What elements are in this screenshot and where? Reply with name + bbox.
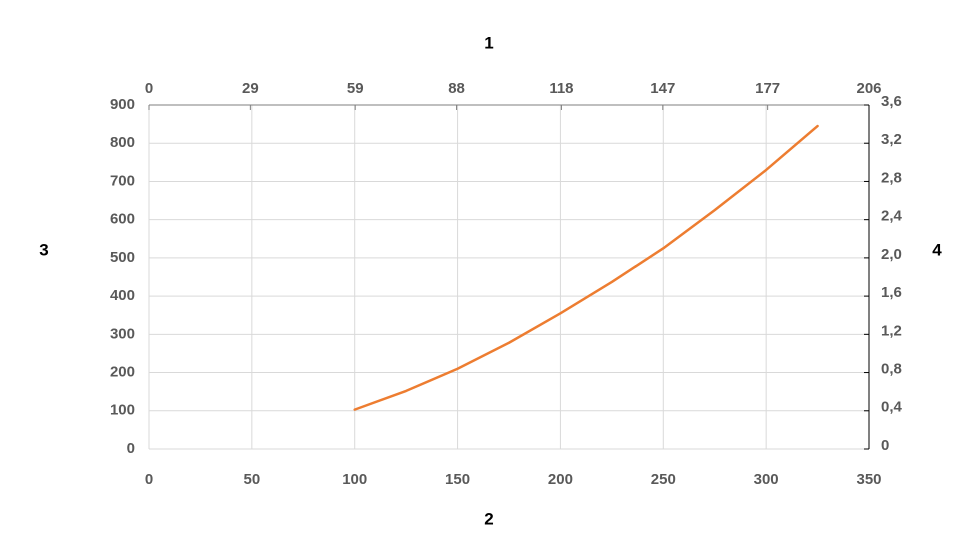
- x2-tick-label: 29: [242, 80, 259, 97]
- y-tick-label: 0: [127, 440, 135, 457]
- y-tick-label: 600: [110, 211, 135, 228]
- x2-tick-label: 206: [856, 80, 881, 97]
- x2-tick-label: 88: [448, 80, 465, 97]
- y-tick-label: 300: [110, 325, 135, 342]
- x-tick-label: 0: [145, 471, 153, 488]
- y-tick-label: 900: [110, 96, 135, 113]
- y2-tick-label: 3,2: [881, 131, 902, 148]
- left-axis-title: 3: [39, 240, 48, 259]
- y-tick-label: 500: [110, 249, 135, 266]
- x-tick-label: 250: [651, 471, 676, 488]
- x2-tick-label: 59: [347, 80, 364, 97]
- y2-tick-label: 3,6: [881, 93, 902, 110]
- series-line: [353, 124, 819, 411]
- y-tick-label: 700: [110, 172, 135, 189]
- bottom-axis-title: 2: [484, 509, 493, 528]
- y2-tick-label: 2,8: [881, 169, 902, 186]
- x-tick-label: 300: [754, 471, 779, 488]
- y2-tick-label: 2,0: [881, 246, 902, 263]
- x2-tick-label: 147: [650, 80, 675, 97]
- y2-tick-label: 0: [881, 437, 889, 454]
- y2-tick-label: 1,6: [881, 284, 902, 301]
- x-tick-label: 100: [342, 471, 367, 488]
- x2-tick-label: 177: [755, 80, 780, 97]
- y2-tick-label: 0,4: [881, 399, 903, 416]
- y-tick-label: 400: [110, 287, 135, 304]
- y2-tick-label: 0,8: [881, 361, 902, 378]
- y-tick-label: 100: [110, 402, 135, 419]
- x-tick-label: 50: [244, 471, 261, 488]
- top-axis-title: 1: [484, 33, 493, 52]
- y-tick-label: 800: [110, 134, 135, 151]
- y2-tick-label: 2,4: [881, 208, 903, 225]
- x-tick-label: 200: [548, 471, 573, 488]
- x2-tick-label: 0: [145, 80, 153, 97]
- x-tick-label: 150: [445, 471, 470, 488]
- x2-tick-label: 118: [549, 80, 573, 97]
- y-tick-label: 200: [110, 364, 135, 381]
- right-axis-title: 4: [932, 240, 942, 259]
- x-tick-label: 350: [856, 471, 881, 488]
- y2-tick-label: 1,2: [881, 322, 902, 339]
